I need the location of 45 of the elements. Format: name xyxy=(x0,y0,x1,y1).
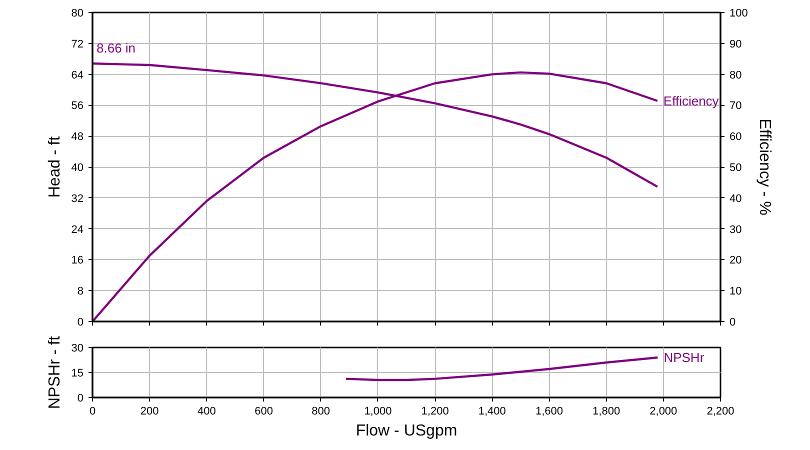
x-tick-label: 0 xyxy=(89,406,96,418)
y-tick-label: 0 xyxy=(77,316,84,328)
y-axis-title: NPSHr - ft xyxy=(46,336,64,409)
y2-tick-label: 70 xyxy=(730,100,742,112)
line-series xyxy=(344,356,659,382)
x-tick-label: 1,600 xyxy=(535,406,563,418)
y-tick-label: 56 xyxy=(71,100,84,112)
x-tick-label: 200 xyxy=(140,406,159,418)
y2-tick-label: 80 xyxy=(730,69,742,82)
y2-axis-title: Efficiency - % xyxy=(756,118,773,216)
y-tick-label: 72 xyxy=(71,38,84,50)
x-tick-label: 600 xyxy=(254,406,273,418)
y2-tick-label: 60 xyxy=(730,131,742,144)
x-tick-label: 1,800 xyxy=(592,406,620,418)
y2-tick-label: 0 xyxy=(730,316,736,328)
y2-tick-label: 50 xyxy=(730,162,742,174)
series-label: 8.66 in xyxy=(96,40,136,56)
y-tick-label: 0 xyxy=(77,392,84,404)
y2-tick-label: 20 xyxy=(730,254,742,267)
x-axis-title: Flow - USgpm xyxy=(356,422,458,440)
y-tick-label: 40 xyxy=(71,162,84,174)
y-tick-label: 24 xyxy=(71,224,84,236)
y-tick-label: 32 xyxy=(71,192,84,205)
x-tick-label: 800 xyxy=(312,406,330,418)
x-tick-label: 1,400 xyxy=(478,406,506,418)
y2-tick-label: 10 xyxy=(730,286,742,298)
y2-tick-label: 100 xyxy=(730,8,748,20)
x-tick-label: 1,200 xyxy=(421,406,449,418)
y-tick-label: 80 xyxy=(71,8,84,20)
y2-tick-label: 30 xyxy=(730,224,742,236)
x-tick-label: 2,200 xyxy=(706,406,734,418)
y-tick-label: 30 xyxy=(71,342,84,354)
x-tick-label: 2,000 xyxy=(650,406,678,418)
y-tick-label: 16 xyxy=(71,254,84,267)
y-tick-label: 48 xyxy=(71,131,84,144)
series-label: NPSHr xyxy=(664,350,705,365)
y-axis-title: Head - ft xyxy=(46,136,64,198)
x-tick-label: 400 xyxy=(198,406,216,418)
y2-tick-label: 40 xyxy=(730,192,742,205)
y2-tick-label: 90 xyxy=(730,38,742,50)
y-tick-label: 15 xyxy=(71,368,84,380)
y-tick-label: 8 xyxy=(77,286,84,298)
x-tick-label: 1,000 xyxy=(364,406,392,418)
series-label: Efficiency xyxy=(663,93,720,108)
y-tick-label: 64 xyxy=(71,69,84,82)
